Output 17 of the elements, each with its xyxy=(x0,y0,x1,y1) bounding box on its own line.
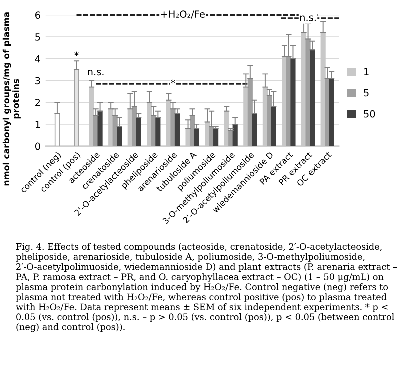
y-tick-label: 4 xyxy=(35,56,40,63)
y-tick-label: 6 xyxy=(36,12,40,20)
y-tick-label: 0 xyxy=(35,142,40,150)
annotation: +H₂O₂/Fe xyxy=(161,10,205,19)
y-tick-label: 1 xyxy=(36,121,40,128)
legend-label: 5 xyxy=(364,89,369,97)
y-tick-label: 2 xyxy=(36,99,40,106)
legend-label: 50 xyxy=(364,110,376,118)
y-tick-label: 5 xyxy=(36,34,40,41)
y-tick-label: 3 xyxy=(36,77,40,85)
annotation: * xyxy=(171,79,176,84)
annotation: n.s. xyxy=(300,16,316,22)
y-axis-title: nmol carbonyl groups/mg of plasma proteins xyxy=(2,12,21,186)
legend-label: 1 xyxy=(364,68,369,76)
text: Fig. 4. Effects of tested compounds (acteoside, crenatoside, 2′-O-acetylacteoside, pheliposide, arenarioside, tubuloside A, poliumoside, 3-O-methylpoliumoside, 2′-O-acetylpolimuoside, wiedemannioside D) and plant extracts (P. arenaria extract – PA, P. ramosa extract – PR, and O. caryophyllacea extract – OC) (1 – 50 μg/mL) on plasma protein carbonylation induced by H₂O₂/Fe. Control negative (neg) refers to plasma not treated with H₂O₂/Fe, whereas control positive (pos) to plasma treated with H₂O₂/Fe. Data represent means ± SEM of six independent experiments. * p < 0.05 (vs. control (pos)), n.s. – p > 0.05 (vs. control (pos)), p < 0.05 (between control (neg) and control (pos)). xyxy=(16,243,398,332)
annotation: * xyxy=(74,52,79,56)
annotation: n.s. xyxy=(88,70,104,76)
